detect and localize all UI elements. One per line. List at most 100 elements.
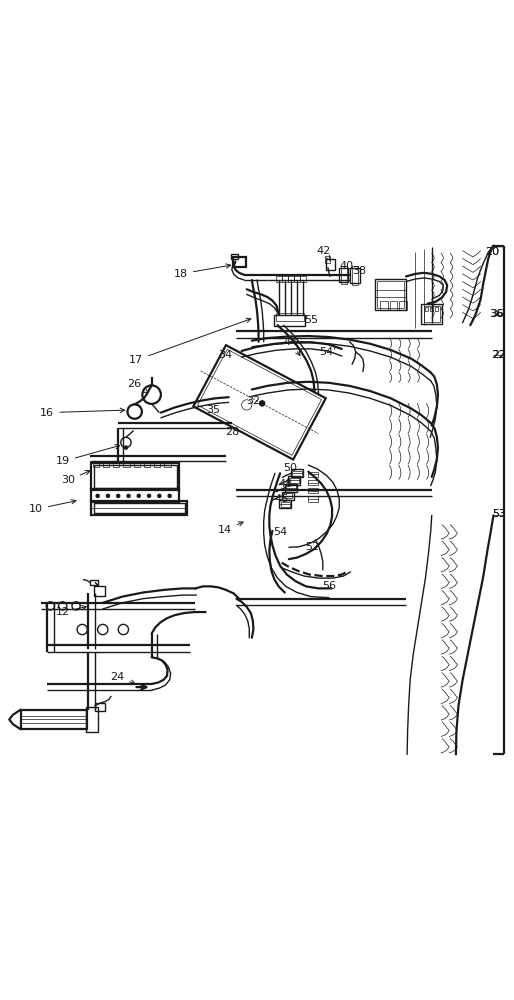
Text: 24: 24 xyxy=(110,672,135,684)
Bar xyxy=(144,461,150,467)
Bar xyxy=(435,307,438,311)
Bar xyxy=(103,461,109,467)
Text: 56: 56 xyxy=(322,581,336,591)
Bar xyxy=(350,268,360,283)
Bar xyxy=(276,276,282,282)
Bar xyxy=(282,492,294,500)
Bar xyxy=(308,480,318,485)
Circle shape xyxy=(124,446,127,449)
Bar xyxy=(308,472,318,477)
Bar xyxy=(283,493,292,498)
Bar xyxy=(285,484,297,492)
Bar xyxy=(325,256,330,263)
Circle shape xyxy=(96,494,99,497)
Circle shape xyxy=(260,401,265,406)
Bar xyxy=(164,461,171,467)
Text: 19: 19 xyxy=(56,445,120,466)
Text: 32: 32 xyxy=(246,396,260,406)
Bar xyxy=(424,306,440,322)
Text: 38: 38 xyxy=(352,266,366,276)
Bar xyxy=(94,503,185,513)
Bar xyxy=(91,501,187,515)
Text: 12: 12 xyxy=(56,606,86,617)
Bar xyxy=(94,465,177,488)
Bar xyxy=(90,580,98,585)
Text: 46: 46 xyxy=(274,494,289,504)
Bar xyxy=(289,478,299,483)
Text: 40: 40 xyxy=(340,261,354,271)
Bar xyxy=(91,489,179,502)
Text: 18: 18 xyxy=(174,264,231,279)
Text: 52: 52 xyxy=(305,542,320,552)
Text: 10: 10 xyxy=(29,500,76,514)
Text: 48: 48 xyxy=(278,479,292,489)
Bar xyxy=(294,276,300,282)
Text: 44: 44 xyxy=(283,337,300,355)
Bar xyxy=(94,586,105,596)
Text: 20: 20 xyxy=(485,247,500,257)
Text: 14: 14 xyxy=(218,522,243,535)
Bar xyxy=(282,276,288,282)
Bar xyxy=(274,315,305,326)
Text: 22: 22 xyxy=(492,350,507,360)
Bar xyxy=(352,266,358,285)
Bar xyxy=(231,254,238,259)
Bar xyxy=(399,301,407,310)
Bar xyxy=(123,461,130,467)
Bar xyxy=(281,502,290,507)
Bar xyxy=(390,301,397,310)
Bar xyxy=(233,257,246,267)
Bar xyxy=(134,461,140,467)
Bar xyxy=(276,313,304,321)
Circle shape xyxy=(168,494,171,497)
Circle shape xyxy=(106,494,109,497)
Bar xyxy=(421,304,442,324)
Text: 50: 50 xyxy=(283,463,298,473)
Circle shape xyxy=(127,494,130,497)
Bar xyxy=(93,461,99,467)
Bar xyxy=(288,476,300,485)
Bar xyxy=(377,281,404,308)
Bar xyxy=(341,266,347,284)
Bar xyxy=(308,488,318,493)
Bar xyxy=(91,463,179,490)
Text: 26: 26 xyxy=(127,379,149,393)
Bar xyxy=(375,279,406,310)
Text: 17: 17 xyxy=(129,318,251,365)
Circle shape xyxy=(137,494,140,497)
Bar xyxy=(154,461,160,467)
Bar xyxy=(425,307,428,311)
Text: 28: 28 xyxy=(225,427,240,437)
Text: 35: 35 xyxy=(206,405,221,415)
Circle shape xyxy=(117,494,120,497)
Bar xyxy=(292,471,302,476)
Bar xyxy=(288,276,294,282)
Text: 34: 34 xyxy=(218,350,232,360)
Text: 54: 54 xyxy=(273,527,287,537)
Bar xyxy=(95,703,105,711)
Bar xyxy=(291,469,303,477)
Bar xyxy=(430,307,433,311)
Bar xyxy=(380,301,388,310)
Text: 54': 54' xyxy=(319,347,337,357)
Text: 53: 53 xyxy=(492,509,507,519)
Bar xyxy=(308,496,318,502)
Text: 53: 53 xyxy=(492,509,507,519)
Text: 36: 36 xyxy=(489,309,503,319)
Bar xyxy=(279,500,291,508)
Circle shape xyxy=(148,494,151,497)
Bar xyxy=(326,259,335,270)
Text: 42: 42 xyxy=(317,246,331,261)
Text: 22: 22 xyxy=(491,350,506,360)
Bar xyxy=(86,707,98,732)
Bar xyxy=(300,276,306,282)
Text: 20: 20 xyxy=(485,247,500,257)
Bar xyxy=(21,710,87,729)
Bar xyxy=(286,485,296,490)
Circle shape xyxy=(158,494,161,497)
Text: 55: 55 xyxy=(304,315,318,325)
Text: 30: 30 xyxy=(61,470,90,485)
Text: 16: 16 xyxy=(40,408,124,418)
Bar xyxy=(339,268,348,282)
Bar xyxy=(113,461,119,467)
